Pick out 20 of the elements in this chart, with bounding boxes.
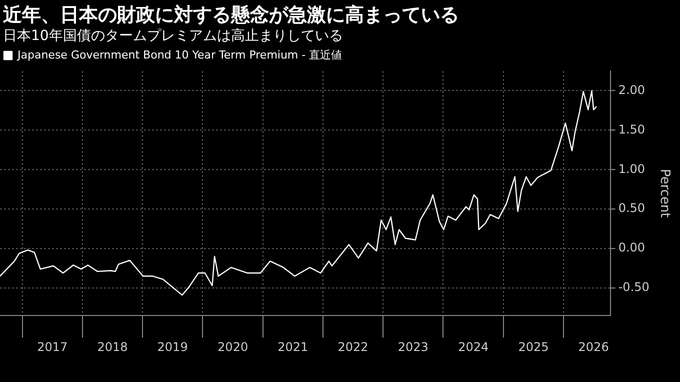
y-tick-label: 1.00 (618, 162, 646, 176)
y-axis-title: Percent (656, 168, 672, 218)
x-tick-label: 2026 (578, 340, 609, 354)
y-tick-label: 0.00 (618, 240, 646, 255)
x-tick-label: 2024 (458, 340, 489, 354)
x-tick-label: 2019 (157, 340, 188, 354)
x-tick-label: 2020 (218, 340, 248, 354)
chart-title: 近年、日本の財政に対する懸念が急激に高まっている (2, 3, 460, 27)
x-tick-label: 2022 (338, 340, 368, 354)
legend-label: Japanese Government Bond 10 Year Term Premium - 直近値 (16, 48, 342, 62)
y-tick-label: 2.00 (618, 82, 646, 97)
x-tick-label: 2025 (518, 340, 549, 354)
y-tick-label: 0.50 (618, 201, 646, 216)
y-tick-label: 1.50 (618, 122, 646, 136)
chart-subtitle: 日本10年国債のタームプレミアムは高止まりしている (2, 27, 344, 46)
x-tick-label: 2017 (37, 340, 68, 354)
x-tick-label: 2018 (97, 340, 128, 354)
x-tick-label: 2021 (278, 340, 308, 354)
x-tick-label: 2023 (398, 340, 428, 354)
y-tick-label: -0.50 (618, 280, 650, 294)
